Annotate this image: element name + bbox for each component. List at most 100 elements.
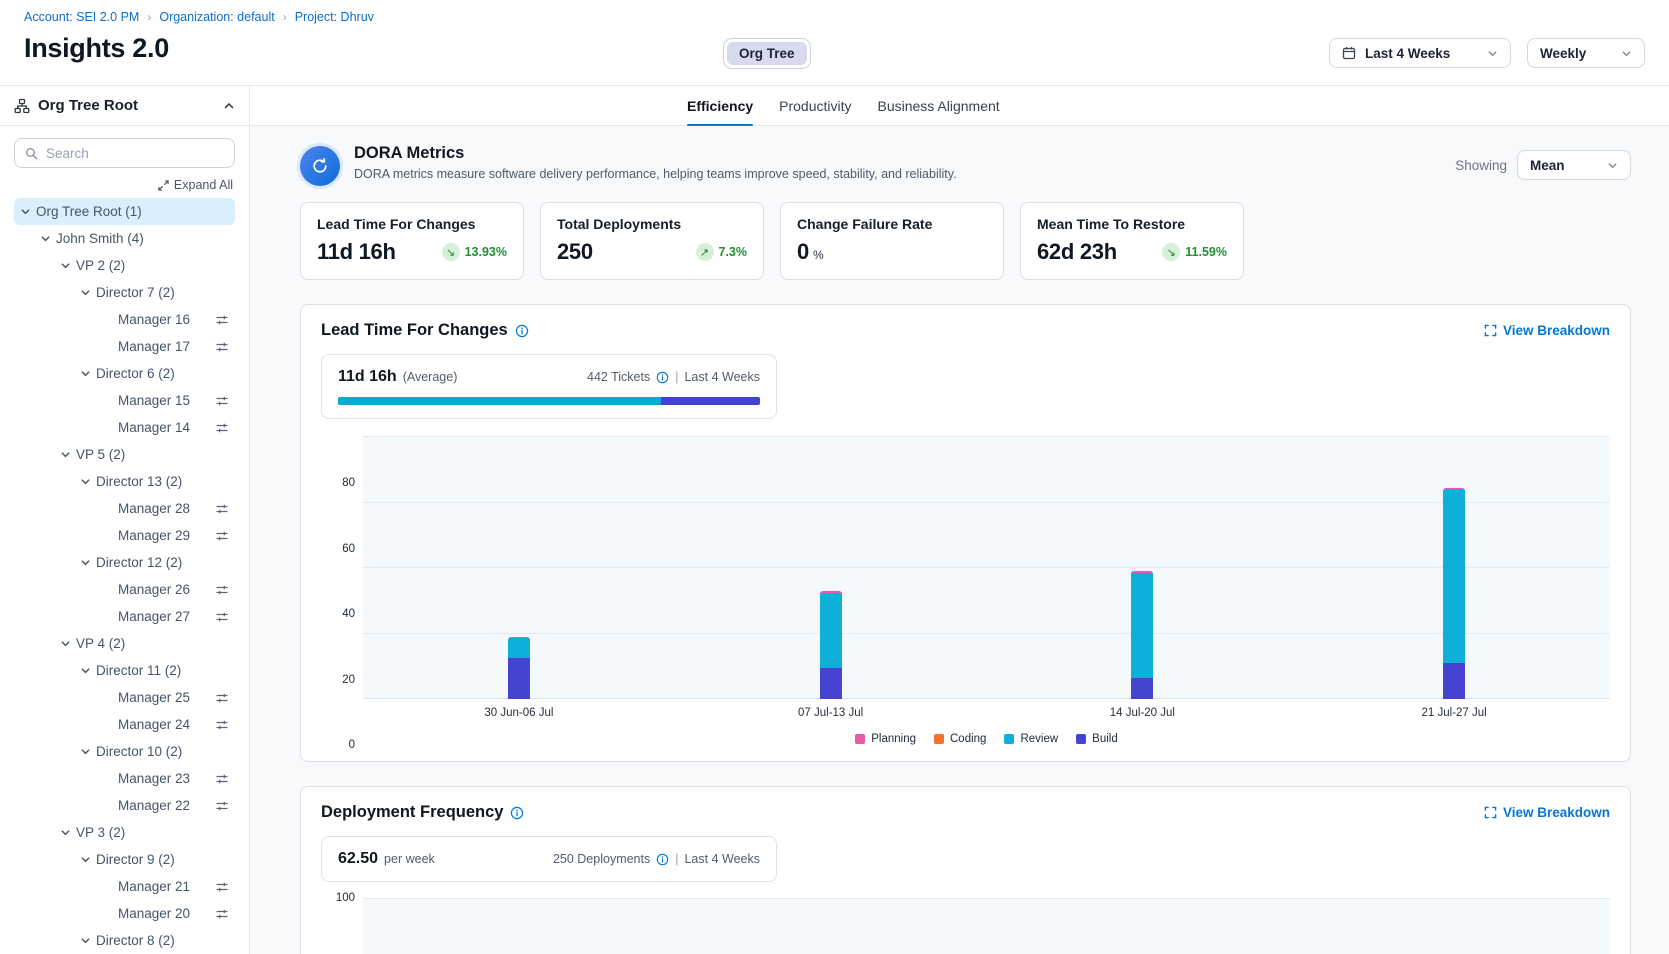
filter-sliders-icon[interactable] <box>215 718 229 732</box>
tree-item-manager-23[interactable]: Manager 23 <box>14 765 235 792</box>
tree-item-john-smith-4[interactable]: John Smith (4) <box>14 225 235 252</box>
tree-item-manager-14[interactable]: Manager 14 <box>14 414 235 441</box>
chevron-down-icon[interactable] <box>80 854 91 865</box>
filter-sliders-icon[interactable] <box>215 394 229 408</box>
tree-item-label: Director 9 (2) <box>96 852 175 867</box>
filter-sliders-icon[interactable] <box>215 799 229 813</box>
tree-item-director-10-2[interactable]: Director 10 (2) <box>14 738 235 765</box>
chevron-down-icon[interactable] <box>80 287 91 298</box>
chevron-down-icon[interactable] <box>60 260 71 271</box>
info-icon[interactable] <box>656 853 669 866</box>
info-icon[interactable] <box>515 324 529 338</box>
tree-item-vp-2-2[interactable]: VP 2 (2) <box>14 252 235 279</box>
tree-item-org-tree-root-1[interactable]: Org Tree Root (1) <box>14 198 235 225</box>
tree-item-vp-3-2[interactable]: VP 3 (2) <box>14 819 235 846</box>
meta-separator: | <box>675 370 678 384</box>
deployment-chart: 100 <box>321 898 1610 954</box>
tree-item-manager-17[interactable]: Manager 17 <box>14 333 235 360</box>
date-range-dropdown[interactable]: Last 4 Weeks <box>1329 38 1511 68</box>
tree-item-label: VP 4 (2) <box>76 636 125 651</box>
legend-item-build[interactable]: Build <box>1076 733 1118 745</box>
breadcrumb-link[interactable]: Organization: default <box>159 10 274 24</box>
lead-time-average-note: (Average) <box>403 370 458 384</box>
chevron-down-icon[interactable] <box>80 746 91 757</box>
org-tree-button[interactable]: Org Tree <box>723 38 811 69</box>
showing-control: Showing Mean <box>1455 150 1631 180</box>
chevron-up-icon[interactable] <box>223 100 235 112</box>
filter-sliders-icon[interactable] <box>215 340 229 354</box>
chevron-down-icon[interactable] <box>60 638 71 649</box>
tree-item-manager-20[interactable]: Manager 20 <box>14 900 235 927</box>
tab-productivity[interactable]: Productivity <box>779 86 851 125</box>
metric-card-total-deployments: Total Deployments250↗7.3% <box>540 202 764 280</box>
search-input[interactable] <box>46 146 224 161</box>
chevron-down-icon[interactable] <box>40 233 51 244</box>
tree-item-manager-25[interactable]: Manager 25 <box>14 684 235 711</box>
view-breakdown-link[interactable]: View Breakdown <box>1484 805 1610 820</box>
breadcrumb-link[interactable]: Account: SEI 2.0 PM <box>24 10 139 24</box>
tab-business-alignment[interactable]: Business Alignment <box>878 86 1000 125</box>
tree-item-label: Manager 24 <box>118 717 190 732</box>
breadcrumb-link[interactable]: Project: Dhruv <box>295 10 374 24</box>
stacked-bar-21-jul-27-jul[interactable] <box>1443 488 1465 699</box>
filter-sliders-icon[interactable] <box>215 583 229 597</box>
lead-time-plot <box>363 437 1610 699</box>
view-breakdown-link[interactable]: View Breakdown <box>1484 323 1610 338</box>
bar-segment-build <box>1443 663 1465 699</box>
filter-sliders-icon[interactable] <box>215 691 229 705</box>
filter-sliders-icon[interactable] <box>215 313 229 327</box>
tree-item-director-7-2[interactable]: Director 7 (2) <box>14 279 235 306</box>
granularity-value: Weekly <box>1540 46 1586 61</box>
tree-item-director-13-2[interactable]: Director 13 (2) <box>14 468 235 495</box>
tree-item-label: Director 10 (2) <box>96 744 182 759</box>
tree-item-director-11-2[interactable]: Director 11 (2) <box>14 657 235 684</box>
tree-item-manager-28[interactable]: Manager 28 <box>14 495 235 522</box>
tree-item-manager-16[interactable]: Manager 16 <box>14 306 235 333</box>
org-tree-button-label: Org Tree <box>727 42 807 65</box>
filter-sliders-icon[interactable] <box>215 502 229 516</box>
tree-item-director-12-2[interactable]: Director 12 (2) <box>14 549 235 576</box>
chevron-down-icon[interactable] <box>80 476 91 487</box>
tree-item-manager-27[interactable]: Manager 27 <box>14 603 235 630</box>
filter-sliders-icon[interactable] <box>215 421 229 435</box>
info-icon[interactable] <box>656 371 669 384</box>
dora-title: DORA Metrics <box>354 144 957 163</box>
tree-item-vp-4-2[interactable]: VP 4 (2) <box>14 630 235 657</box>
tree-item-manager-29[interactable]: Manager 29 <box>14 522 235 549</box>
granularity-dropdown[interactable]: Weekly <box>1527 38 1645 68</box>
chevron-down-icon[interactable] <box>80 368 91 379</box>
stacked-bar-14-jul-20-jul[interactable] <box>1131 571 1153 699</box>
legend-item-planning[interactable]: Planning <box>855 733 916 745</box>
filter-sliders-icon[interactable] <box>215 907 229 921</box>
tree-item-director-9-2[interactable]: Director 9 (2) <box>14 846 235 873</box>
tree-item-manager-24[interactable]: Manager 24 <box>14 711 235 738</box>
filter-sliders-icon[interactable] <box>215 880 229 894</box>
tree-item-director-8-2[interactable]: Director 8 (2) <box>14 927 235 954</box>
tree-item-vp-5-2[interactable]: VP 5 (2) <box>14 441 235 468</box>
legend-item-coding[interactable]: Coding <box>934 733 986 745</box>
chevron-down-icon[interactable] <box>80 935 91 946</box>
tree-item-manager-26[interactable]: Manager 26 <box>14 576 235 603</box>
x-axis-label: 30 Jun-06 Jul <box>363 707 675 719</box>
chevron-down-icon[interactable] <box>60 827 71 838</box>
tree-item-manager-15[interactable]: Manager 15 <box>14 387 235 414</box>
chevron-down-icon[interactable] <box>20 206 31 217</box>
filter-sliders-icon[interactable] <box>215 610 229 624</box>
trend-badge: ↘11.59% <box>1162 243 1227 261</box>
tree-item-director-6-2[interactable]: Director 6 (2) <box>14 360 235 387</box>
showing-dropdown[interactable]: Mean <box>1517 150 1631 180</box>
legend-label: Review <box>1020 733 1058 745</box>
stacked-bar-07-jul-13-jul[interactable] <box>820 591 842 699</box>
tree-item-manager-22[interactable]: Manager 22 <box>14 792 235 819</box>
tab-efficiency[interactable]: Efficiency <box>687 86 753 125</box>
stacked-bar-30-jun-06-jul[interactable] <box>508 637 530 699</box>
filter-sliders-icon[interactable] <box>215 529 229 543</box>
tree-item-manager-21[interactable]: Manager 21 <box>14 873 235 900</box>
chevron-down-icon[interactable] <box>80 557 91 568</box>
legend-item-review[interactable]: Review <box>1004 733 1058 745</box>
expand-all-button[interactable]: Expand All <box>14 178 233 192</box>
chevron-down-icon[interactable] <box>60 449 71 460</box>
chevron-down-icon[interactable] <box>80 665 91 676</box>
info-icon[interactable] <box>510 806 524 820</box>
filter-sliders-icon[interactable] <box>215 772 229 786</box>
